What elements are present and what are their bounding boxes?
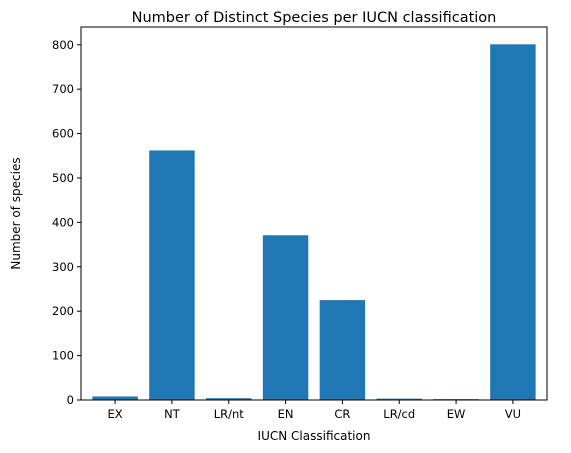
y-tick-label: 200 [52,304,74,318]
bar-vu [490,44,536,400]
x-tick-label: EW [447,407,466,421]
y-tick-label: 300 [52,260,74,274]
y-tick-label: 600 [52,127,74,141]
y-tick-label: 400 [52,215,74,229]
x-axis-ticks: EX NT LR/nt EN CR LR/cd EW VU [108,400,521,421]
y-axis-ticks: 0 100 200 300 400 500 600 700 800 [52,38,81,407]
y-tick-label: 500 [52,171,74,185]
bar-nt [149,150,195,400]
bar-en [262,235,309,400]
y-tick-label: 0 [67,393,74,407]
bar-lr-nt [206,398,252,400]
y-tick-label: 700 [52,82,74,96]
x-tick-label: CR [334,407,350,421]
x-axis-label: IUCN Classification [258,429,371,443]
x-tick-label: VU [505,407,521,421]
y-tick-label: 800 [52,38,74,52]
x-tick-label: EN [278,407,294,421]
x-tick-label: EX [108,407,123,421]
plot-frame [80,26,548,401]
x-tick-label: LR/cd [383,407,415,421]
y-tick-label: 100 [52,349,74,363]
x-tick-label: LR/nt [214,407,245,421]
bar-lr-cd [376,398,422,400]
x-tick-label: NT [164,407,181,421]
y-axis-label: Number of species [9,157,23,269]
bars-group [92,44,536,400]
bar-cr [319,300,366,400]
bar-ex [92,396,138,400]
chart-title: Number of Distinct Species per IUCN clas… [132,10,497,26]
